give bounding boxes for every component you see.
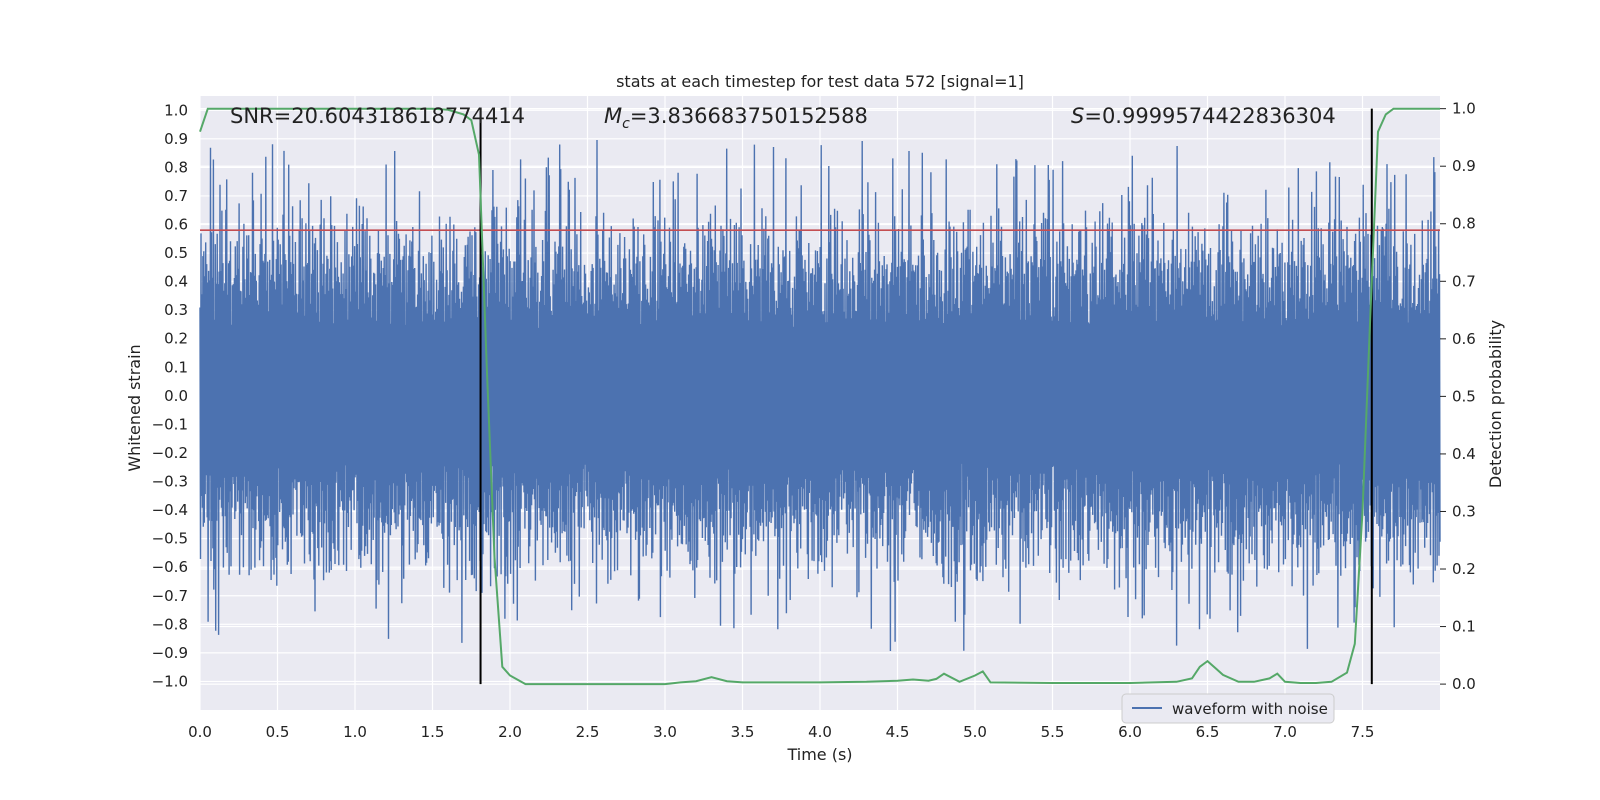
right-y-tick-label-2: 0.8: [1452, 215, 1476, 233]
left-y-tick-label-3: 0.7: [164, 187, 188, 205]
right-y-tick-label-0: 1.0: [1452, 100, 1476, 118]
right-y-tick-label-3: 0.7: [1452, 272, 1476, 290]
x-tick-label-2: 1.0: [343, 723, 367, 741]
x-tick-label-0: 0.0: [188, 723, 212, 741]
right-y-tick-label-9: 0.1: [1452, 618, 1476, 636]
left-y-tick-label-15: −0.5: [152, 530, 188, 548]
legend: waveform with noise: [1121, 693, 1335, 724]
left-y-tick-label-7: 0.3: [164, 301, 188, 319]
x-tick-label-4: 2.0: [498, 723, 522, 741]
x-tick-label-10: 5.0: [963, 723, 987, 741]
left-y-tick-label-1: 0.9: [164, 130, 188, 148]
snr-annotation: SNR=20.604318618774414: [230, 104, 525, 128]
x-axis-ticks: 0.0 0.5 1.0 1.5 2.0 2.5 3.0 3.5 4.0 4.5 5.0 5.5 6.0 6…: [188, 723, 1374, 741]
left-y-tick-label-2: 0.8: [164, 158, 188, 176]
left-y-tick-label-13: −0.3: [152, 473, 188, 491]
x-axis-label: Time (s): [786, 745, 852, 764]
chirp-mass-annotation: Mc=3.836683750152588: [604, 104, 868, 132]
legend-box: [1121, 693, 1335, 724]
right-y-tick-label-6: 0.4: [1452, 445, 1476, 463]
left-y-tick-label-0: 1.0: [164, 101, 188, 119]
left-y-axis-ticks: 1.0 0.9 0.8 0.7 0.6 0.5 0.4 0.3 0.2 0.1 0.0 −0.1 −0.…: [152, 101, 188, 690]
right-y-axis-ticks: 1.0 0.9 0.8 0.7 0.6 0.5 0.4 0.3 0.2 0.1 0.0: [1440, 100, 1476, 693]
chirp-mass-symbol: M: [604, 104, 622, 128]
left-y-tick-label-10: 0.0: [164, 387, 188, 405]
s-statistic-value: =0.9999574422836304: [1084, 104, 1335, 128]
detection-probability-line: [199, 107, 1440, 686]
right-y-tick-label-5: 0.5: [1452, 387, 1476, 405]
chirp-mass-value: =3.836683750152588: [630, 104, 868, 128]
x-tick-label-7: 3.5: [731, 723, 755, 741]
chirp-mass-subscript: c: [622, 116, 630, 132]
left-y-tick-label-17: −0.7: [152, 587, 188, 605]
legend-label-waveform: waveform with noise: [1172, 700, 1328, 718]
x-tick-label-1: 0.5: [266, 723, 290, 741]
s-statistic-annotation: S=0.9999574422836304: [1071, 104, 1336, 128]
x-tick-label-6: 3.0: [653, 723, 677, 741]
x-tick-label-11: 5.5: [1041, 723, 1065, 741]
right-y-tick-label-8: 0.2: [1452, 560, 1476, 578]
waveform-series: [199, 139, 1441, 652]
waveform-line: [199, 139, 1441, 652]
right-y-tick-label-1: 0.9: [1452, 157, 1476, 175]
left-y-tick-label-16: −0.6: [152, 558, 188, 576]
x-tick-label-13: 6.5: [1196, 723, 1220, 741]
left-y-tick-label-9: 0.1: [164, 358, 188, 376]
x-tick-label-9: 4.5: [886, 723, 910, 741]
left-y-tick-label-20: −1.0: [152, 672, 188, 690]
left-y-tick-label-4: 0.6: [164, 216, 188, 234]
left-y-tick-label-18: −0.8: [152, 615, 188, 633]
right-y-tick-label-4: 0.6: [1452, 330, 1476, 348]
s-statistic-symbol: S: [1071, 104, 1084, 128]
left-y-tick-label-5: 0.5: [164, 244, 188, 262]
x-tick-label-5: 2.5: [576, 723, 600, 741]
x-tick-label-12: 6.0: [1118, 723, 1142, 741]
left-y-axis-label: Whitened strain: [125, 344, 144, 471]
left-y-tick-label-12: −0.2: [152, 444, 188, 462]
left-y-tick-label-11: −0.1: [152, 415, 188, 433]
left-y-tick-label-14: −0.4: [152, 501, 188, 519]
x-tick-label-14: 7.0: [1273, 723, 1297, 741]
right-y-tick-label-10: 0.0: [1452, 675, 1476, 693]
x-tick-label-8: 4.0: [808, 723, 832, 741]
right-y-tick-label-7: 0.3: [1452, 502, 1476, 520]
left-y-tick-label-19: −0.9: [152, 644, 188, 662]
right-y-axis-label: Detection probability: [1486, 320, 1505, 488]
chart-title: stats at each timestep for test data 572…: [616, 72, 1024, 91]
left-y-tick-label-8: 0.2: [164, 330, 188, 348]
x-tick-label-15: 7.5: [1351, 723, 1375, 741]
left-y-tick-label-6: 0.4: [164, 273, 188, 291]
x-tick-label-3: 1.5: [421, 723, 445, 741]
